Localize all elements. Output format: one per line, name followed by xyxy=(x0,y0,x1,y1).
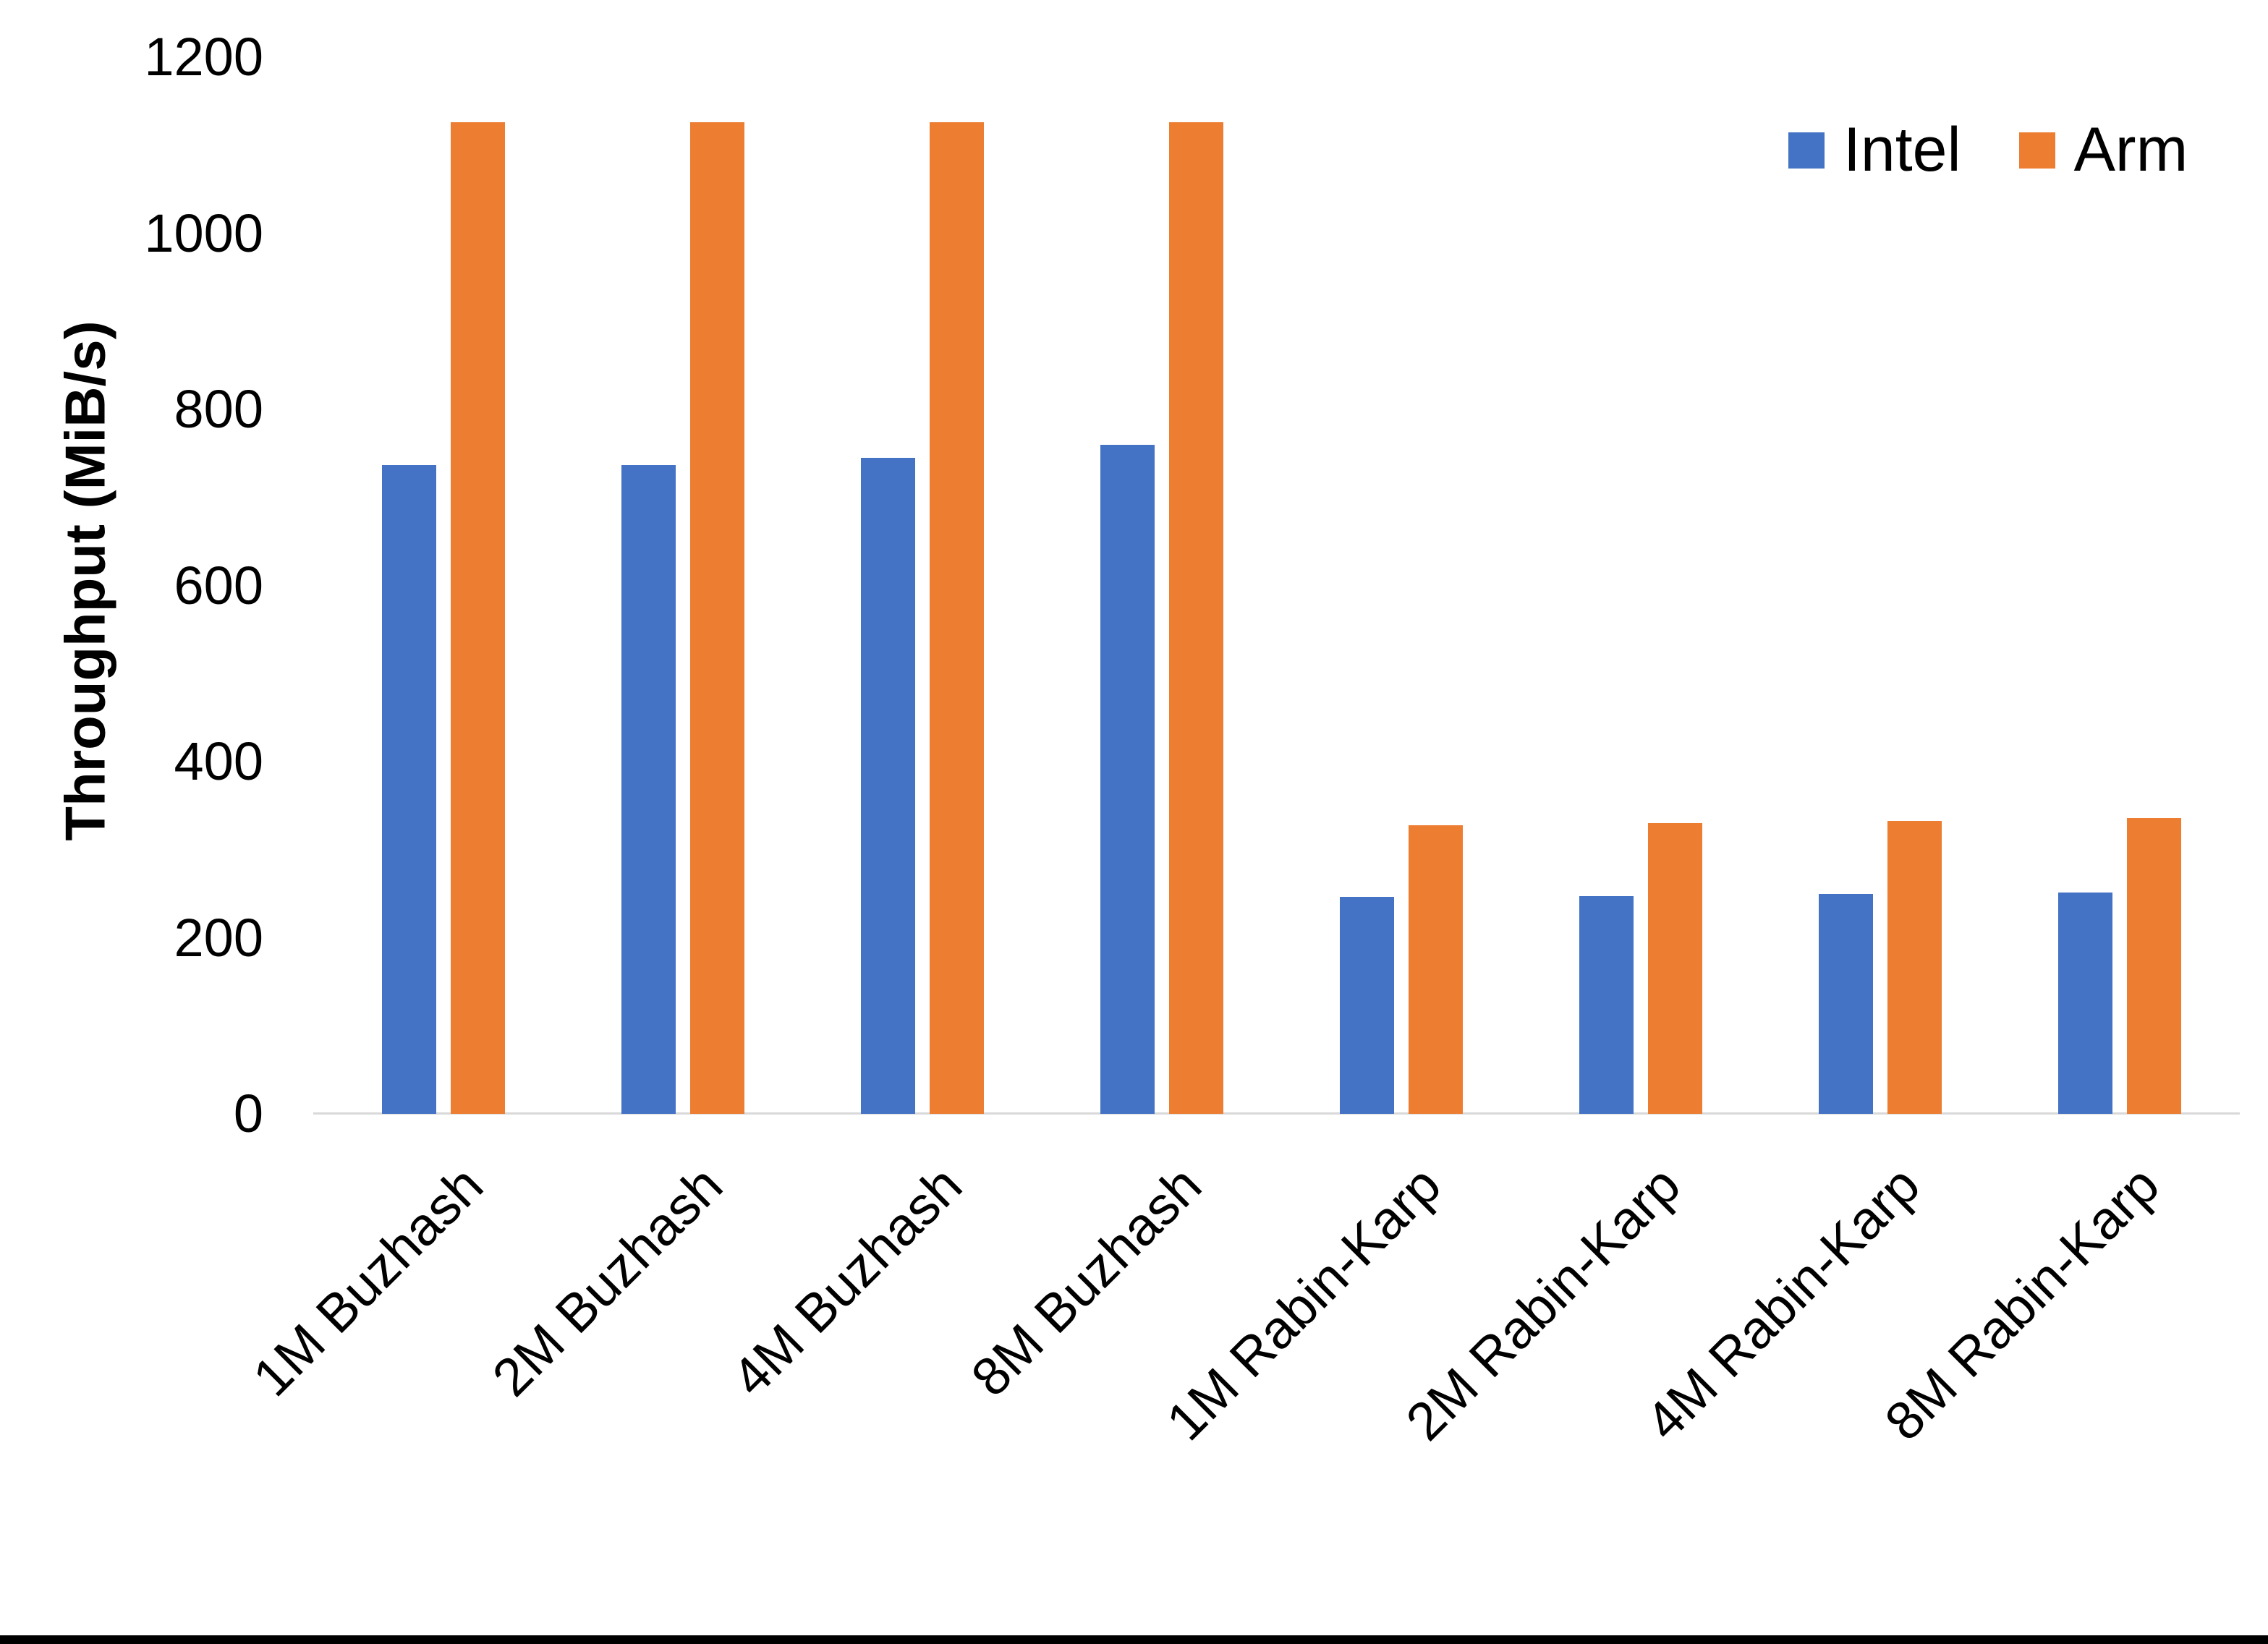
y-tick-600: 600 xyxy=(174,555,263,616)
bar-arm-4m-buzhash xyxy=(929,122,984,1114)
y-tick-1000: 1000 xyxy=(144,203,263,263)
bar-arm-4m-rabin-karp xyxy=(1887,820,1942,1114)
legend-swatch-arm xyxy=(2018,132,2055,169)
bar-intel-8m-buzhash xyxy=(1100,444,1155,1114)
y-tick-0: 0 xyxy=(233,1083,263,1143)
bar-intel-2m-buzhash xyxy=(621,464,676,1114)
bar-intel-2m-rabin-karp xyxy=(1579,896,1634,1114)
x-label-4m-buzhash: 4M Buzhash xyxy=(720,1154,973,1408)
bar-intel-4m-buzhash xyxy=(860,457,915,1114)
bar-intel-1m-rabin-karp xyxy=(1340,897,1395,1114)
bar-arm-1m-buzhash xyxy=(450,122,505,1114)
x-label-1m-buzhash: 1M Buzhash xyxy=(241,1154,494,1408)
bar-intel-8m-rabin-karp xyxy=(2058,893,2113,1114)
legend-label-intel: Intel xyxy=(1843,115,1961,184)
legend-swatch-intel xyxy=(1788,132,1825,169)
x-label-8m-buzhash: 8M Buzhash xyxy=(959,1154,1213,1408)
legend-item-intel: Intel xyxy=(1788,114,1961,186)
bar-arm-1m-rabin-karp xyxy=(1409,825,1464,1114)
y-tick-800: 800 xyxy=(174,379,263,439)
x-label-2m-buzhash: 2M Buzhash xyxy=(480,1154,734,1408)
legend: Intel Arm xyxy=(1788,114,2188,186)
y-tick-200: 200 xyxy=(174,907,263,968)
bottom-border xyxy=(0,1635,2268,1644)
x-axis-line xyxy=(313,1112,2240,1115)
bar-arm-2m-rabin-karp xyxy=(1648,823,1703,1114)
legend-label-arm: Arm xyxy=(2073,115,2188,184)
y-tick-400: 400 xyxy=(174,731,263,791)
bar-intel-4m-rabin-karp xyxy=(1819,893,1874,1114)
bar-arm-2m-buzhash xyxy=(689,122,744,1114)
bar-intel-1m-buzhash xyxy=(381,464,436,1114)
bar-arm-8m-buzhash xyxy=(1168,122,1223,1114)
y-tick-1200: 1200 xyxy=(144,27,263,87)
legend-item-arm: Arm xyxy=(2018,114,2188,186)
bar-arm-8m-rabin-karp xyxy=(2127,817,2182,1114)
